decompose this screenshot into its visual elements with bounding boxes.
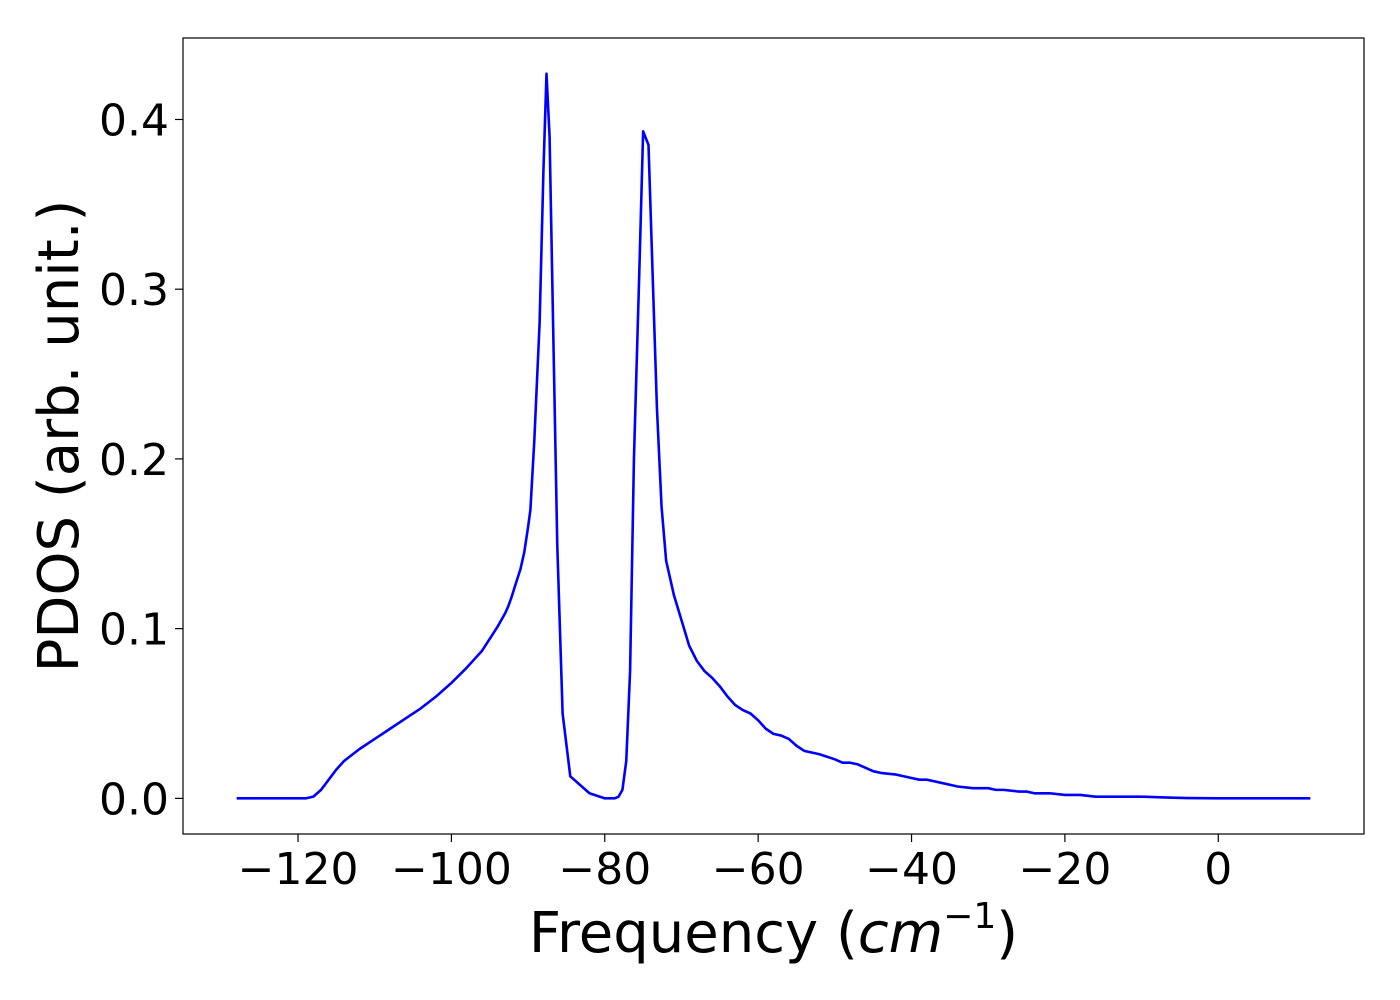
x-axis-label-exponent: −1	[943, 896, 996, 937]
x-tick-label: −120	[238, 844, 359, 895]
plot-frame	[182, 37, 1365, 835]
x-tick-label: −20	[1018, 844, 1111, 895]
x-tick-label: −60	[712, 844, 805, 895]
x-axis: −120 −100 −80 −60 −40 −20 0	[238, 834, 1232, 895]
x-tick-label: −40	[865, 844, 958, 895]
x-tick-label: 0	[1204, 844, 1232, 895]
y-axis-label: PDOS (arb. unit.)	[27, 200, 92, 673]
plot-area	[236, 72, 1311, 800]
x-axis-label-close: )	[996, 901, 1018, 966]
y-tick-label: 0.1	[99, 605, 169, 656]
x-tick-label: −100	[391, 844, 512, 895]
y-tick-label: 0.3	[99, 265, 169, 316]
x-axis-label-text: Frequency (	[529, 901, 858, 966]
y-axis: 0.0 0.1 0.2 0.3 0.4	[99, 95, 183, 825]
y-tick-label: 0.2	[99, 435, 169, 486]
x-axis-label: Frequency (cm−1)	[529, 896, 1018, 966]
pdos-series-line	[236, 72, 1311, 800]
y-tick-label: 0.4	[99, 95, 169, 146]
x-axis-label-unit: cm	[858, 901, 943, 966]
x-tick-label: −80	[558, 844, 651, 895]
y-tick-label: 0.0	[99, 774, 169, 825]
